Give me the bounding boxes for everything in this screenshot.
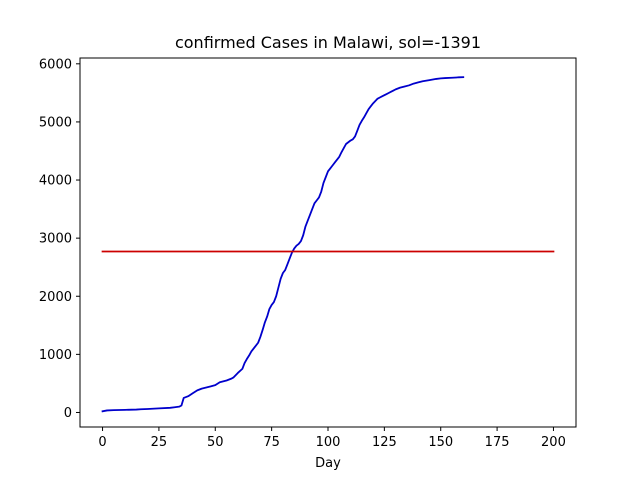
x-tick-label: 50 (207, 435, 224, 450)
x-tick-label: 100 (316, 435, 341, 450)
chart-title: confirmed Cases in Malawi, sol=-1391 (175, 33, 481, 52)
axis-ticks: 0 25 50 75 100 125 150 175 200010002000300040005… (39, 57, 566, 450)
x-tick-label: 25 (151, 435, 168, 450)
y-tick-label: 0 (64, 406, 72, 421)
y-tick-label: 1000 (39, 348, 72, 363)
axes-frame (79, 57, 577, 428)
y-tick-label: 3000 (39, 232, 72, 247)
x-tick-label: 125 (372, 435, 397, 450)
x-tick-label: 200 (541, 435, 566, 450)
x-tick-label: 75 (263, 435, 280, 450)
y-tick-label: 4000 (39, 174, 72, 189)
x-tick-label: 0 (98, 435, 106, 450)
y-tick-label: 6000 (39, 57, 72, 72)
plot-area (101, 76, 555, 413)
y-tick-label: 5000 (39, 115, 72, 130)
series-line-cases (101, 76, 465, 413)
x-tick-label: 150 (428, 435, 453, 450)
x-axis-label: Day (315, 456, 341, 471)
x-tick-label: 175 (485, 435, 510, 450)
y-tick-label: 2000 (39, 290, 72, 305)
